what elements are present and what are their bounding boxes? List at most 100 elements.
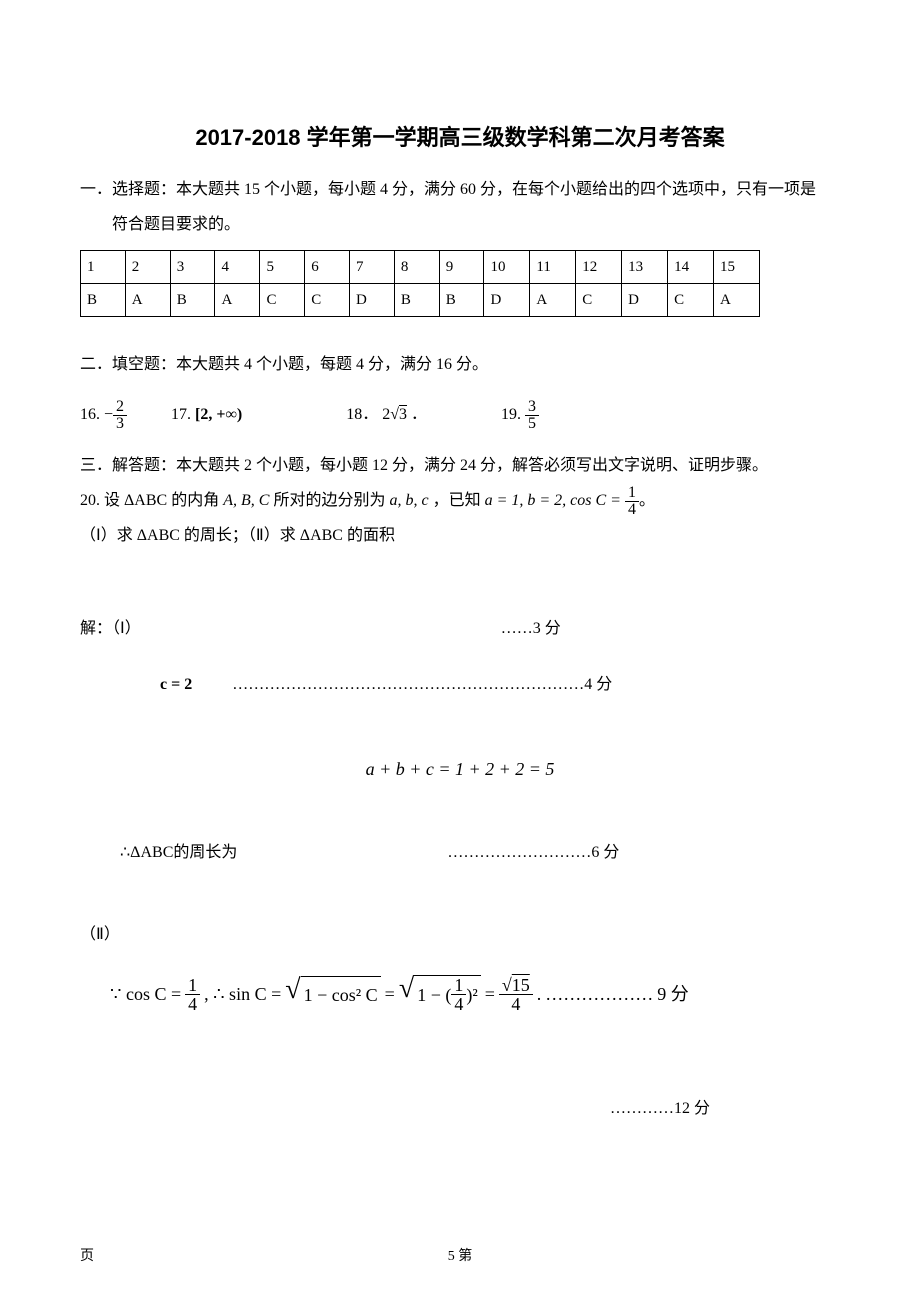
table-cell: 12 xyxy=(576,251,622,284)
table-cell: C xyxy=(576,284,622,317)
table-row-nums: 1 2 3 4 5 6 7 8 9 10 11 12 13 14 15 xyxy=(81,251,760,284)
fraction: 14 xyxy=(625,485,639,518)
period: . xyxy=(537,976,542,1012)
q20-end: 。 xyxy=(639,492,655,509)
blank-17-label: 17. xyxy=(171,406,191,423)
close-sq: )² xyxy=(466,977,477,1013)
minus-sign: − xyxy=(104,406,113,423)
sol-sum-eq: a + b + c = 1 + 2 + 2 = 5 xyxy=(366,759,555,779)
table-cell: 1 xyxy=(81,251,126,284)
answer-table: 1 2 3 4 5 6 7 8 9 10 11 12 13 14 15 B A … xyxy=(80,250,760,317)
dots-4: ………………………………………………………… xyxy=(232,669,584,701)
dots-9: ……………… xyxy=(545,976,653,1012)
score-mark-12: 12 分 xyxy=(674,1100,710,1117)
table-cell: 11 xyxy=(530,251,576,284)
blank-18: 18． 2√3 ． xyxy=(346,399,427,431)
sol-line-12: …………12 分 xyxy=(80,1093,840,1125)
score-mark-4: 4 分 xyxy=(584,669,612,701)
table-cell: 13 xyxy=(622,251,668,284)
page: 2017-2018 学年第一学期高三级数学科第二次月考答案 一．选择题：本大题共… xyxy=(0,0,920,1305)
radicand-2: 1 − (14)² xyxy=(414,975,481,1013)
table-cell: C xyxy=(668,284,714,317)
sol-line-3: a + b + c = 1 + 2 + 2 = 5 xyxy=(80,751,840,787)
q20-mid1: 的内角 xyxy=(167,492,223,509)
table-cell: 5 xyxy=(260,251,305,284)
table-cell: C xyxy=(260,284,305,317)
radicand: 1 − cos² C xyxy=(301,976,381,1013)
denominator: 5 xyxy=(525,416,539,432)
page-footer: 页 5 第 xyxy=(80,1245,840,1265)
table-cell: 10 xyxy=(484,251,530,284)
table-cell: 4 xyxy=(215,251,260,284)
blank-18-label: 18． xyxy=(346,406,378,423)
sqrt15-val: 15 xyxy=(512,975,530,995)
section3-heading: 三．解答题：本大题共 2 个小题，每小题 12 分，满分 24 分，解答必须写出… xyxy=(80,448,840,483)
score-mark-9: 9 分 xyxy=(657,976,689,1012)
therefore-sinC: , ∴ sin C = xyxy=(204,976,281,1012)
blank-17: 17. [2, +∞) xyxy=(171,399,242,431)
sol-part2-label: （Ⅱ） xyxy=(80,919,840,951)
blank-19-label: 19. xyxy=(501,406,521,423)
numerator: 1 xyxy=(625,485,639,502)
blank-18-post: ． xyxy=(411,406,427,423)
denominator: 4 xyxy=(625,502,639,518)
table-cell: 2 xyxy=(125,251,170,284)
numerator: 2 xyxy=(113,399,127,416)
denominator: 4 xyxy=(451,995,466,1013)
radical-1: √ 1 − cos² C xyxy=(285,976,380,1013)
numerator-sqrt15: √15 xyxy=(499,976,533,995)
score-mark-3: ……3 分 xyxy=(501,613,561,645)
table-cell: 14 xyxy=(668,251,714,284)
fraction-result: √15 4 xyxy=(499,976,533,1013)
sqrt-icon: √ xyxy=(390,406,399,423)
radical-2: √ 1 − (14)² xyxy=(399,975,481,1013)
sol-line-2: c = 2 ………………………………………………………… 4 分 xyxy=(80,669,840,701)
q20-mid2: 所对的边分别为 xyxy=(269,492,389,509)
table-cell: A xyxy=(215,284,260,317)
fraction: 23 xyxy=(113,399,127,432)
table-cell: D xyxy=(484,284,530,317)
table-cell: 7 xyxy=(349,251,394,284)
q20-parts: （Ⅰ）求 ΔABC 的周长；（Ⅱ）求 ΔABC 的面积 xyxy=(80,518,840,553)
table-cell: 3 xyxy=(170,251,215,284)
table-cell: B xyxy=(439,284,484,317)
score-mark-6: 6 分 xyxy=(591,837,619,869)
section1-heading: 一．选择题：本大题共 15 个小题，每小题 4 分，满分 60 分，在每个小题给… xyxy=(80,172,840,207)
equals-1: = xyxy=(385,976,395,1012)
denominator: 4 xyxy=(499,995,533,1013)
blank-18-root: 3 xyxy=(399,406,407,423)
numerator: 1 xyxy=(451,976,466,995)
dots-6: ……………………… xyxy=(447,837,591,869)
table-cell: 15 xyxy=(714,251,760,284)
sol-line-1: 解：（Ⅰ） ……3 分 xyxy=(80,613,840,645)
fraction: 14 xyxy=(451,976,466,1013)
section2-heading: 二．填空题：本大题共 4 个小题，每题 4 分，满分 16 分。 xyxy=(80,347,840,382)
q20-mid3: ，已知 xyxy=(429,492,485,509)
footer-left: 页 xyxy=(80,1245,94,1265)
equals-2: = xyxy=(485,976,495,1012)
blank-16: 16. −23 xyxy=(80,399,127,432)
blank-16-label: 16. xyxy=(80,406,100,423)
q20-abc: A, B, C xyxy=(223,492,269,509)
table-cell: 6 xyxy=(305,251,350,284)
table-cell: A xyxy=(125,284,170,317)
table-row-answers: B A B A C C D B B D A C D C A xyxy=(81,284,760,317)
sqrt-icon: √ xyxy=(399,975,414,1013)
sqrt-icon: √ xyxy=(285,976,300,1013)
table-cell: 8 xyxy=(394,251,439,284)
q20-pre: 20. 设 xyxy=(80,492,124,509)
table-cell: A xyxy=(530,284,576,317)
solution-block: 解：（Ⅰ） ……3 分 c = 2 …………………………………………………………… xyxy=(80,613,840,1125)
fraction: 14 xyxy=(185,976,200,1013)
sol-part1-label: 解：（Ⅰ） xyxy=(80,613,141,645)
denominator: 4 xyxy=(185,995,200,1013)
fill-blank-row: 16. −23 17. [2, +∞) 18． 2√3 ． 19. 35 xyxy=(80,399,840,432)
q20-tri: ΔABC xyxy=(124,492,167,509)
numerator: 1 xyxy=(185,976,200,995)
because-cosC: ∵ cos C = xyxy=(110,976,181,1012)
table-cell: A xyxy=(714,284,760,317)
table-cell: B xyxy=(81,284,126,317)
table-cell: 9 xyxy=(439,251,484,284)
numerator: 3 xyxy=(525,399,539,416)
q20-stem: 20. 设 ΔABC 的内角 A, B, C 所对的边分别为 a, b, c ，… xyxy=(80,483,840,518)
